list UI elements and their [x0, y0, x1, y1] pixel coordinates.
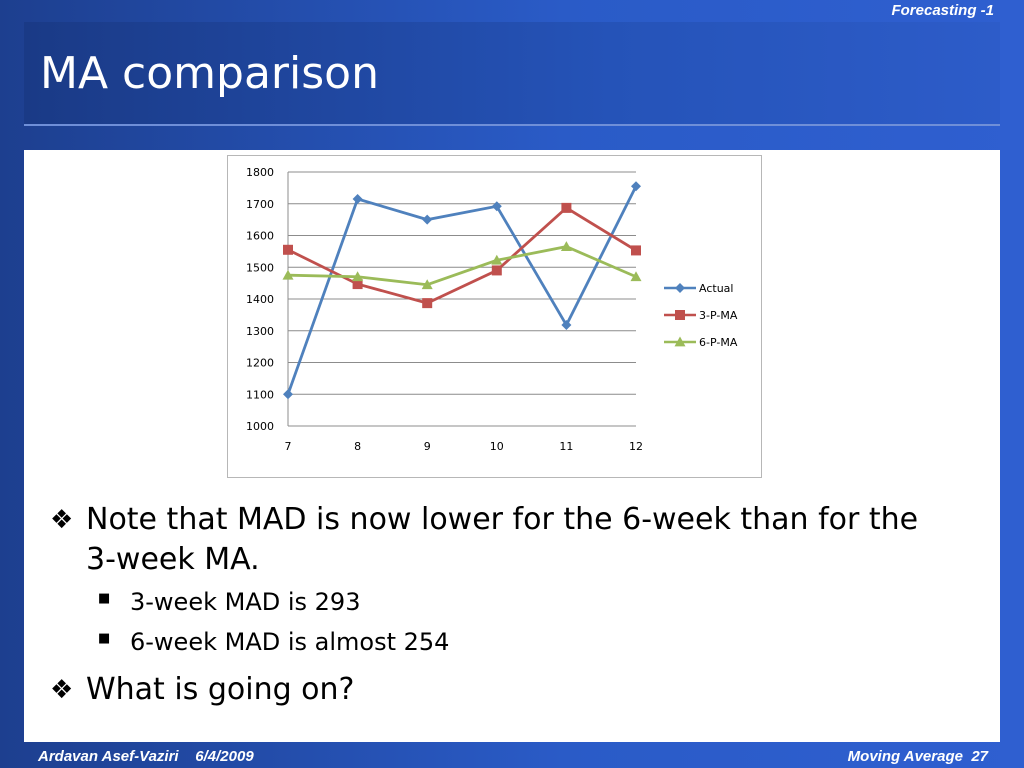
sub-bullet-3week-text: 3-week MAD is 293: [130, 588, 361, 616]
y-tick-label-1300: 1300: [246, 325, 274, 338]
point-3-p-ma-9: [422, 298, 433, 309]
legend-label-3-p-ma: 3-P-MA: [699, 309, 738, 322]
y-tick-label-1200: 1200: [246, 357, 274, 370]
diamond-bullet-icon: ❖: [50, 675, 74, 705]
footer-date: 6/4/2009: [195, 748, 254, 765]
series-line-3-p-ma: [287, 206, 637, 305]
legend-marker-3-p-ma: [675, 310, 685, 320]
legend-marker-actual: [675, 283, 685, 293]
y-tick-label-1600: 1600: [246, 230, 274, 243]
point-3-p-ma-10: [491, 265, 502, 276]
y-tick-label-1700: 1700: [246, 198, 274, 211]
point-actual-7: [283, 389, 293, 400]
point-6-p-ma-9: [421, 279, 433, 290]
sub-bullet-6week-text: 6-week MAD is almost 254: [130, 628, 450, 656]
x-tick-label-12: 12: [629, 440, 643, 453]
chart-frame: 1000 1100 1200 1300 1400 1500 1600 1700 1800 7 8 9 1…: [227, 155, 762, 478]
point-6-p-ma-7: [282, 269, 294, 280]
square-bullet-icon: ■: [98, 591, 111, 606]
x-tick-label-7: 7: [285, 440, 292, 453]
footer-author: Ardavan Asef-Vaziri: [38, 748, 179, 765]
point-3-p-ma-7: [283, 244, 293, 255]
line-chart: 1000 1100 1200 1300 1400 1500 1600 1700 1800 7 8 9 1…: [246, 166, 738, 453]
footer-left: Ardavan Asef-Vaziri 6/4/2009: [38, 748, 254, 765]
y-tick-label-1500: 1500: [246, 261, 274, 274]
footer-right: Moving Average 27: [848, 748, 988, 765]
y-tick-label-1400: 1400: [246, 293, 274, 306]
point-3-p-ma-11: [561, 202, 572, 213]
point-6-p-ma-8: [352, 271, 364, 282]
y-tick-label-1800: 1800: [246, 166, 274, 179]
legend-label-actual: Actual: [699, 282, 733, 295]
diamond-bullet-icon: ❖: [50, 505, 74, 535]
square-bullet-icon: ■: [98, 631, 111, 646]
y-tick-label-1100: 1100: [246, 388, 274, 401]
series-line-6-p-ma: [287, 245, 637, 287]
x-tick-label-8: 8: [354, 440, 361, 453]
bullet-mad-note-text: Note that MAD is now lower for the 6-wee…: [86, 502, 919, 577]
x-tick-label-11: 11: [559, 440, 573, 453]
footer-page: 27: [971, 748, 988, 765]
series-line-actual: [286, 185, 638, 395]
point-actual-12: [631, 181, 641, 192]
point-3-p-ma-8: [352, 279, 363, 290]
title-bar: [24, 22, 1000, 126]
x-tick-label-10: 10: [490, 440, 504, 453]
course-header: Forecasting -1: [891, 2, 994, 19]
legend-marker-6-p-ma: [674, 336, 686, 347]
point-actual-11: [561, 320, 572, 331]
point-6-p-ma-11: [560, 241, 572, 252]
point-actual-9: [422, 214, 433, 225]
slide-title: MA comparison: [40, 48, 379, 99]
point-6-p-ma-12: [630, 271, 642, 282]
footer-topic: Moving Average: [847, 748, 963, 765]
y-tick-label-1000: 1000: [246, 420, 274, 433]
point-actual-8: [352, 193, 363, 204]
bullet-question-text: What is going on?: [86, 672, 355, 707]
point-3-p-ma-12: [631, 245, 641, 256]
point-actual-10: [491, 201, 502, 212]
point-6-p-ma-10: [491, 254, 503, 265]
legend-label-6-p-ma: 6-P-MA: [699, 336, 738, 349]
x-tick-label-9: 9: [424, 440, 431, 453]
